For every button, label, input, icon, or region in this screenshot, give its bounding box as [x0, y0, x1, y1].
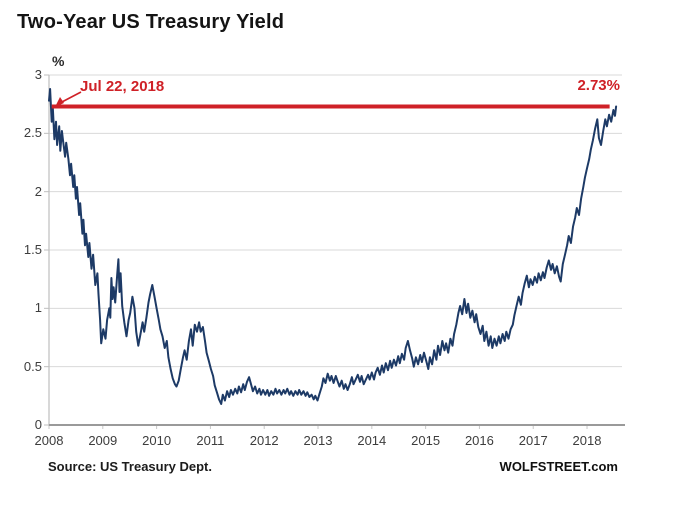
- y-tick-label: 0: [34, 417, 42, 432]
- x-tick-label: 2018: [572, 433, 602, 448]
- y-tick-label: 1.5: [23, 242, 42, 257]
- y-tick-label: 1: [34, 300, 42, 316]
- y-tick-label: 0.5: [23, 358, 42, 374]
- x-tick-label: 2016: [464, 433, 494, 448]
- x-tick-label: 2013: [303, 433, 333, 448]
- annotation-date-label: Jul 22, 2018: [80, 78, 165, 95]
- y-axis-unit-label: %: [52, 53, 65, 69]
- annotation-leader-line: [59, 91, 82, 104]
- x-tick-label: 2014: [357, 433, 387, 448]
- x-tick-label: 2011: [196, 433, 225, 448]
- x-tick-label: 2012: [249, 433, 279, 448]
- y-tick-label: 3: [34, 67, 42, 82]
- y-tick-label: 2: [34, 183, 42, 199]
- y-tick-label: 2.5: [23, 125, 42, 141]
- chart-title: Two-Year US Treasury Yield: [17, 11, 285, 33]
- yield-series-line: [48, 88, 618, 405]
- source-credit: Source: US Treasury Dept.: [48, 459, 212, 474]
- annotation-leader-arrowhead: [55, 97, 64, 107]
- x-tick-label: 2010: [142, 433, 172, 448]
- brand-watermark: WOLFSTREET.com: [499, 459, 618, 474]
- annotation-value-label: 2.73%: [577, 77, 620, 94]
- x-tick-label: 2008: [34, 433, 64, 448]
- x-tick-label: 2009: [88, 433, 118, 448]
- x-tick-label: 2017: [518, 433, 548, 448]
- x-tick-label: 2015: [411, 433, 441, 448]
